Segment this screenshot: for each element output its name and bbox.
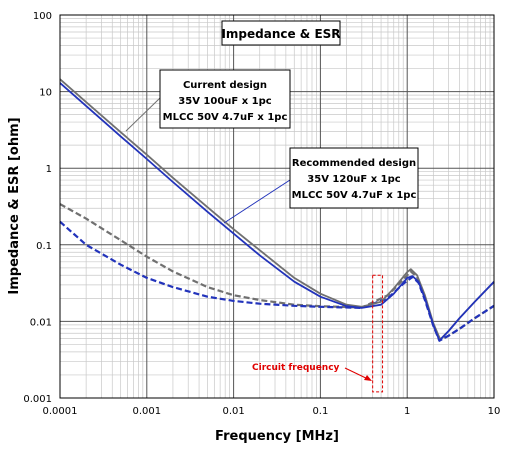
y-tick-label: 0.1: [36, 241, 52, 252]
recommended-design-line-1: Recommended design: [292, 158, 416, 169]
current-design-line-2: 35V 100uF x 1pc: [178, 96, 271, 107]
current-design-line-3: MLCC 50V 4.7uF x 1pc: [163, 112, 288, 123]
current-design-annotation: Current design 35V 100uF x 1pc MLCC 50V …: [125, 69, 291, 132]
chart-title: Impedance & ESR: [221, 27, 340, 41]
current-design-line-1: Current design: [183, 80, 267, 91]
recommended-design-line-3: MLCC 50V 4.7uF x 1pc: [292, 190, 417, 201]
circuit-frequency-band: [372, 274, 384, 393]
x-tick-label: 0.0001: [43, 406, 78, 417]
circuit-frequency-arrowhead: [364, 375, 372, 381]
x-tick-label: 0.1: [312, 406, 328, 417]
plot-frame: [59, 14, 495, 399]
series-layer: [59, 78, 495, 342]
x-axis-label: Frequency [MHz]: [215, 429, 339, 444]
series-line-2: [59, 203, 495, 342]
current-design-pointer: [125, 97, 161, 132]
y-tick-label: 0.01: [30, 317, 52, 328]
circuit-frequency-label: Circuit frequency: [252, 363, 340, 373]
x-tick-label: 10: [488, 406, 501, 417]
recommended-design-line-2: 35V 120uF x 1pc: [307, 174, 400, 185]
x-tick-label: 0.01: [222, 406, 244, 417]
x-tick-labels: 0.0001 0.001 0.01 0.1 1 10: [43, 406, 501, 417]
series-line-3: [59, 82, 495, 342]
y-tick-label: 100: [33, 11, 52, 22]
y-axis-label: Impedance & ESR [ohm]: [7, 117, 22, 294]
y-tick-label: 10: [39, 88, 52, 99]
x-tick-label: 1: [404, 406, 410, 417]
y-tick-label: 1: [46, 164, 52, 175]
circuit-frequency-annotation: Circuit frequency: [252, 274, 384, 393]
recommended-design-annotation: Recommended design 35V 120uF x 1pc MLCC …: [223, 147, 419, 224]
recommended-design-pointer: [223, 179, 291, 224]
chart-title-box: Impedance & ESR: [221, 20, 341, 46]
y-tick-labels: 100 10 1 0.1 0.01 0.001: [23, 11, 52, 405]
x-tick-label: 0.001: [132, 406, 161, 417]
y-tick-label: 0.001: [23, 394, 52, 405]
